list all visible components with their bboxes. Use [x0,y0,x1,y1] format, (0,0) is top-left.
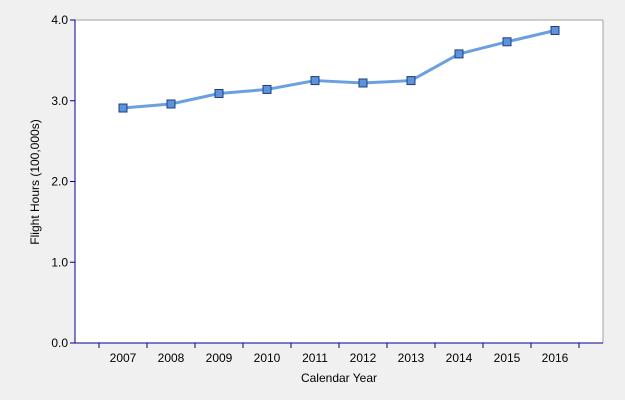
data-point [118,103,128,113]
x-tick-label: 2012 [350,351,377,365]
x-tick-label: 2013 [398,351,425,365]
data-point [310,76,320,86]
data-point [502,37,512,47]
tick-labels: 0.0 1.0 2.0 3.0 4.0 2007 2008 2009 2010 2011 2012 2… [51,13,568,365]
data-point [358,78,368,88]
x-tick-label: 2009 [206,351,233,365]
data-point [166,99,176,109]
x-tick-label: 2007 [110,351,137,365]
series-layer [118,25,560,113]
x-axis-title: Calendar Year [301,371,377,385]
x-tick-label: 2016 [542,351,569,365]
y-tick-label: 3.0 [51,94,68,108]
data-point [454,49,464,59]
y-tick-label: 1.0 [51,255,68,269]
x-tick-label: 2008 [158,351,185,365]
series-line [121,28,557,110]
y-tick-label: 2.0 [51,175,68,189]
y-tick-label: 0.0 [51,336,68,350]
plot-area [75,20,603,343]
x-tick-label: 2015 [494,351,521,365]
data-point [406,76,416,86]
y-axis-title: Flight Hours (100,000s) [28,119,42,244]
data-point [550,25,560,35]
y-tick-label: 4.0 [51,13,68,27]
x-tick-label: 2014 [446,351,473,365]
x-tick-label: 2011 [302,351,328,365]
axes [70,19,604,348]
data-point [214,88,224,98]
data-point [262,84,272,94]
x-tick-label: 2010 [254,351,281,365]
